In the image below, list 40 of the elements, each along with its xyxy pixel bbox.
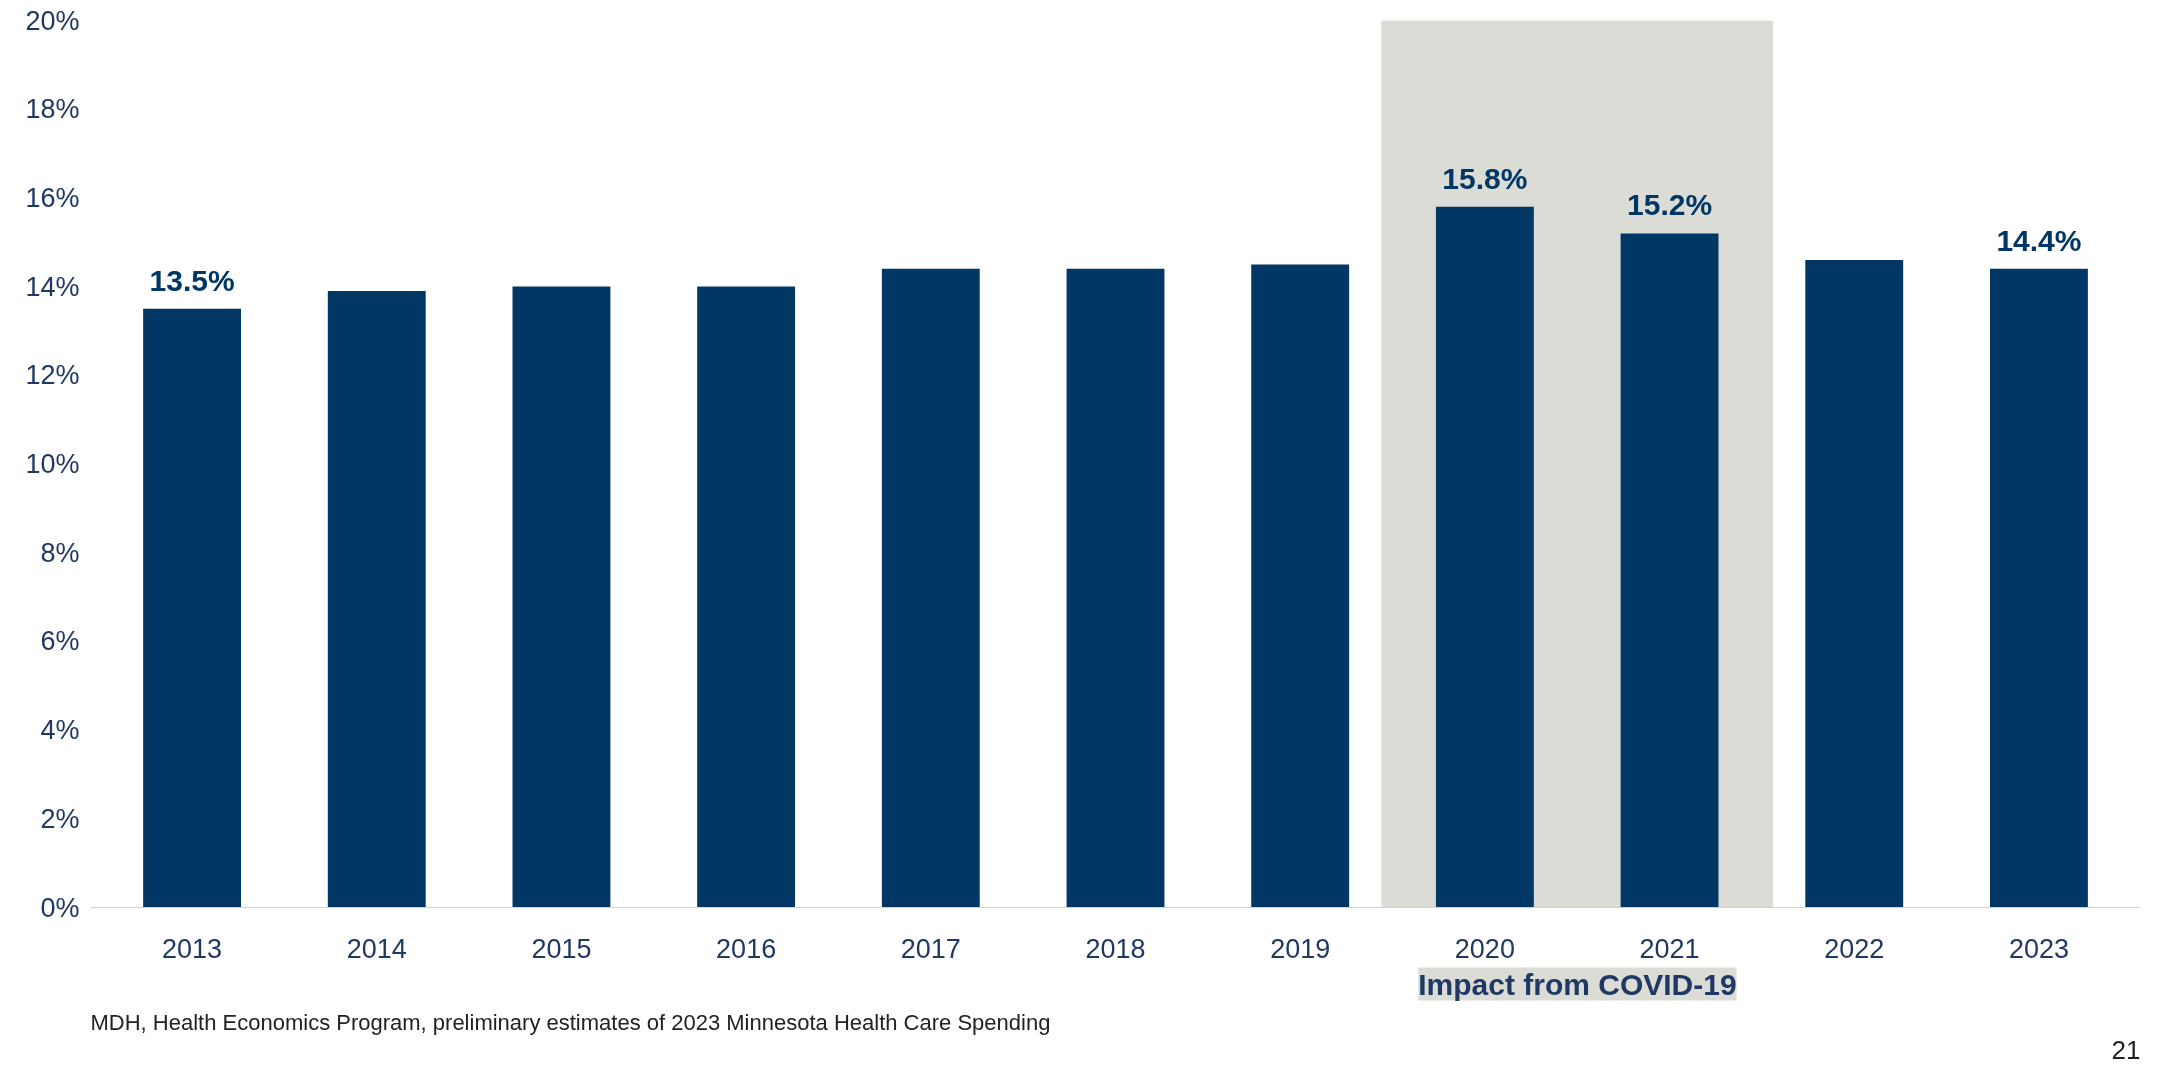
x-tick-label: 2023 — [2008, 933, 2069, 964]
x-tick-label: 2019 — [1270, 933, 1331, 964]
x-tick-label: 2014 — [346, 933, 407, 964]
text: 21 — [2111, 1034, 2141, 1065]
y-tick-label: 20% — [25, 5, 80, 36]
bar — [697, 286, 796, 908]
band-label: Impact from COVID-19 — [1418, 967, 1737, 1001]
bar — [1620, 233, 1719, 908]
bar — [143, 308, 242, 908]
y-tick-label: 2% — [40, 803, 80, 834]
bar — [1805, 259, 1904, 908]
text: MDH, Health Economics Program, preliminary estimates of 2023 Minnesota Health Care Spending — [90, 1009, 1051, 1035]
bar — [1251, 264, 1350, 908]
x-tick-label: 2013 — [162, 933, 223, 964]
bar — [881, 268, 980, 908]
x-tick-label: 2016 — [716, 933, 777, 964]
y-tick-label: 14% — [25, 271, 80, 302]
data-label: 15.8% — [1442, 161, 1528, 195]
bar — [1989, 268, 2088, 908]
y-tick-label: 16% — [25, 182, 80, 213]
x-tick-label: 2015 — [531, 933, 592, 964]
y-tick-label: 4% — [40, 715, 80, 746]
bar — [512, 286, 611, 908]
data-label: 14.4% — [1996, 223, 2082, 257]
x-tick-label: 2022 — [1824, 933, 1885, 964]
y-tick-label: 6% — [40, 626, 80, 657]
data-label: 13.5% — [149, 263, 235, 297]
x-tick-label: 2017 — [900, 933, 961, 964]
x-tick-label: 2020 — [1454, 933, 1515, 964]
y-tick-label: 18% — [25, 94, 80, 125]
x-tick-label: 2018 — [1085, 933, 1146, 964]
bar — [327, 291, 426, 908]
bar — [1435, 206, 1534, 908]
y-tick-label: 0% — [40, 892, 80, 923]
bar — [1066, 268, 1165, 908]
y-tick-label: 10% — [25, 449, 80, 479]
y-tick-label: 12% — [25, 360, 80, 391]
x-tick-label: 2021 — [1639, 933, 1700, 964]
data-label: 15.2% — [1627, 188, 1713, 222]
y-tick-label: 8% — [40, 537, 80, 568]
